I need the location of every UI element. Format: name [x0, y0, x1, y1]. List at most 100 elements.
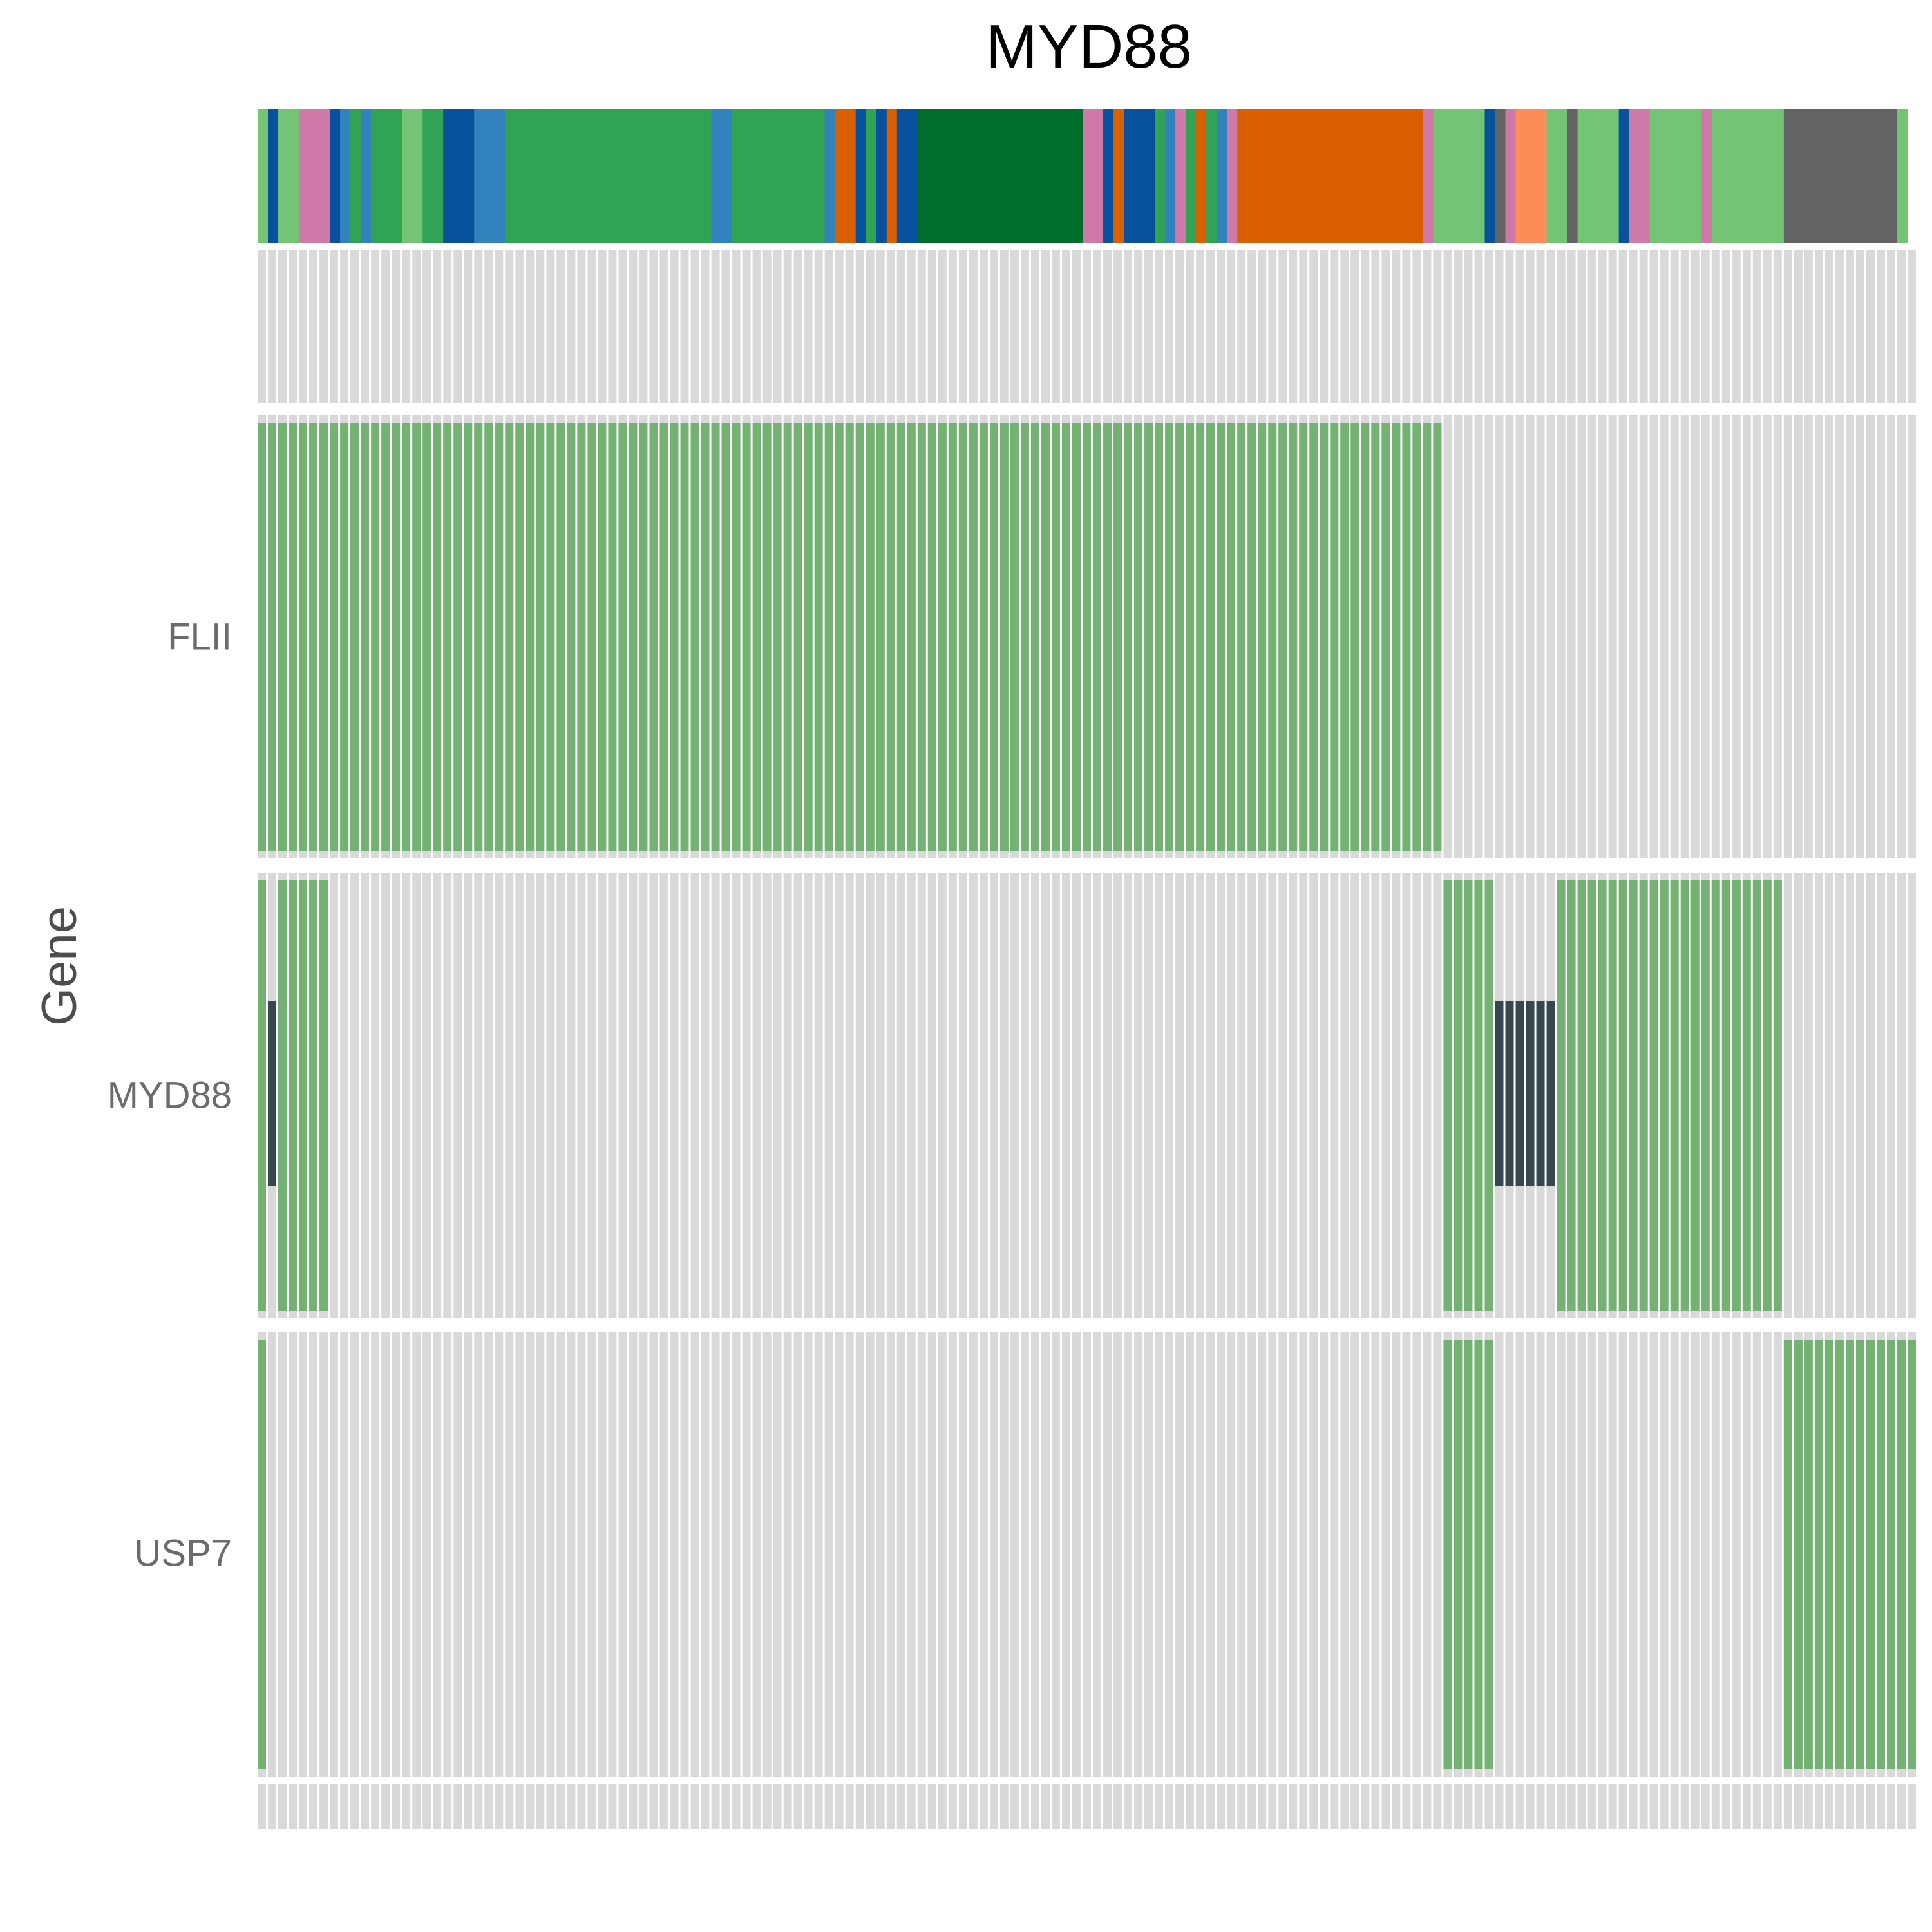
- empty-cell: [1289, 250, 1298, 402]
- empty-cell: [629, 250, 638, 402]
- mutation-cell: [814, 423, 823, 851]
- empty-cell: [1155, 1332, 1164, 1777]
- mutation-cell: [1113, 423, 1122, 851]
- empty-cell: [917, 1332, 926, 1777]
- mutation-cell: [1886, 1340, 1895, 1769]
- empty-cell: [639, 1332, 648, 1777]
- empty-cell: [1268, 1784, 1277, 1829]
- empty-cell: [1051, 1784, 1060, 1829]
- empty-cell: [762, 1332, 772, 1777]
- dark-mutation-cell: [1515, 1001, 1524, 1186]
- mutation-cell: [1289, 423, 1298, 851]
- empty-cell: [392, 250, 401, 402]
- mutation-cell: [299, 423, 308, 851]
- empty-cell: [258, 250, 267, 402]
- mutation-cell: [1824, 1340, 1833, 1769]
- empty-cell: [278, 250, 287, 402]
- empty-cell: [1608, 1784, 1617, 1829]
- mutation-cell: [1309, 423, 1318, 851]
- empty-cell: [793, 250, 802, 402]
- empty-cell: [278, 1784, 287, 1829]
- empty-cell: [371, 250, 380, 402]
- mutation-cell: [989, 423, 998, 851]
- empty-cell: [526, 873, 535, 1318]
- empty-cell: [526, 1332, 535, 1777]
- empty-cell: [361, 1332, 370, 1777]
- mutation-cell: [1711, 880, 1720, 1311]
- mutation-cell: [1587, 880, 1596, 1311]
- empty-cell: [546, 873, 555, 1318]
- empty-cell: [1061, 873, 1070, 1318]
- empty-cell: [1103, 250, 1112, 402]
- mutation-cell: [1237, 423, 1246, 851]
- mutation-cell: [258, 1340, 267, 1769]
- empty-cell: [1196, 1784, 1205, 1829]
- empty-cell: [474, 1784, 483, 1829]
- empty-cell: [1763, 1332, 1772, 1777]
- empty-cell: [1876, 873, 1885, 1318]
- empty-cell: [690, 1784, 699, 1829]
- empty-cell: [330, 873, 339, 1318]
- empty-cell: [309, 1332, 318, 1777]
- empty-cell: [690, 1332, 699, 1777]
- empty-cell: [1247, 1332, 1256, 1777]
- empty-cell: [1124, 873, 1133, 1318]
- empty-cell: [1082, 1332, 1091, 1777]
- empty-cell: [587, 1784, 596, 1829]
- empty-cell: [1608, 1332, 1617, 1777]
- empty-cell: [1464, 1784, 1473, 1829]
- empty-cell: [598, 1784, 607, 1829]
- mutation-cell: [1144, 423, 1153, 851]
- empty-cell: [1381, 1332, 1390, 1777]
- empty-cell: [1093, 250, 1102, 402]
- empty-cell: [938, 873, 947, 1318]
- empty-cell: [783, 250, 792, 402]
- empty-cell: [1794, 1784, 1803, 1829]
- empty-cell: [762, 250, 772, 402]
- empty-cell: [1258, 250, 1267, 402]
- mutation-cell: [1175, 423, 1184, 851]
- empty-cell: [866, 250, 875, 402]
- annotation-segment: [1165, 109, 1176, 243]
- mutation-cell: [1484, 880, 1493, 1311]
- empty-cell: [876, 873, 885, 1318]
- empty-cell: [1412, 1784, 1421, 1829]
- empty-cell: [1299, 250, 1308, 402]
- empty-cell: [1546, 415, 1555, 858]
- dark-mutation-cell: [1546, 1001, 1555, 1186]
- annotation-segment: [876, 109, 887, 243]
- empty-cell: [1845, 1784, 1854, 1829]
- mutation-cell: [670, 423, 679, 851]
- mutation-cell: [618, 423, 627, 851]
- empty-cell: [979, 250, 988, 402]
- empty-cell: [1196, 1332, 1205, 1777]
- empty-cell: [752, 250, 761, 402]
- empty-cell: [1227, 1332, 1236, 1777]
- empty-cell: [1690, 1332, 1700, 1777]
- empty-cell: [443, 1784, 452, 1829]
- empty-cell: [835, 1784, 844, 1829]
- mutation-cell: [361, 423, 370, 851]
- annotation-segment: [896, 109, 918, 243]
- empty-cell: [443, 250, 452, 402]
- empty-cell: [1175, 1332, 1184, 1777]
- mutation-cell: [330, 423, 339, 851]
- mutation-cell: [1732, 880, 1741, 1311]
- empty-cell: [1794, 250, 1803, 402]
- mutation-cell: [526, 423, 535, 851]
- empty-cell: [999, 1784, 1009, 1829]
- empty-cell: [1041, 873, 1050, 1318]
- dark-mutation-cell: [1536, 1001, 1545, 1186]
- mutation-cell: [289, 880, 298, 1311]
- empty-cell: [1752, 250, 1761, 402]
- empty-cell: [835, 1332, 844, 1777]
- empty-cell: [1227, 250, 1236, 402]
- empty-cell: [412, 1784, 421, 1829]
- empty-cell: [876, 1784, 885, 1829]
- empty-cell: [752, 1332, 761, 1777]
- empty-cell: [567, 1332, 576, 1777]
- annotation-segment: [1711, 109, 1785, 243]
- empty-cell: [752, 873, 761, 1318]
- mutation-cell: [1350, 423, 1359, 851]
- mutation-cell: [598, 423, 607, 851]
